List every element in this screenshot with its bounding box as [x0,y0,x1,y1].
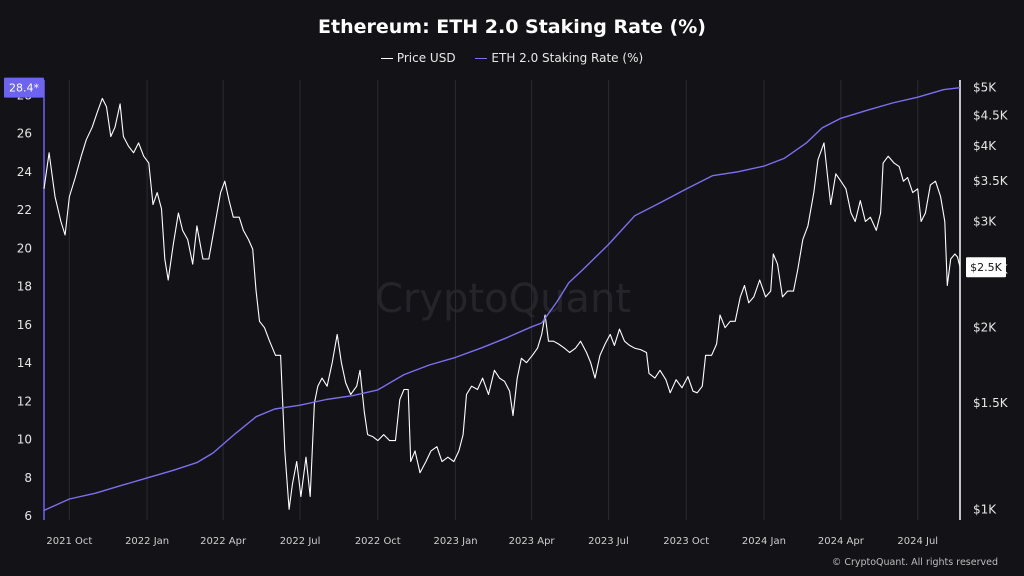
legend-line-price-icon [380,58,393,59]
legend-label-staking: ETH 2.0 Staking Rate (%) [491,51,644,65]
left-tick-label: 10 [17,433,32,447]
left-tick-label: 22 [17,203,32,217]
left-tick-label: 14 [17,356,32,370]
left-tick-label: 8 [24,471,32,485]
right-tick-label: $4K [973,139,997,153]
legend-item-price[interactable]: Price USD [380,51,456,65]
right-tick-label: $2K [973,321,997,335]
right-value-badge-text: $2.5K [970,261,1002,274]
right-tick-label: $3.5K [973,174,1009,188]
legend-label-price: Price USD [396,51,456,65]
series-group [43,87,961,512]
legend-item-staking[interactable]: ETH 2.0 Staking Rate (%) [475,51,643,65]
left-tick-label: 12 [17,394,32,408]
staking-rate-line[interactable] [43,87,961,512]
x-tick-label: 2023 Jul [588,536,629,547]
right-value-badge [966,257,1006,278]
x-tick-label: 2022 Oct [355,536,401,547]
x-tick-label: 2022 Jul [280,536,321,547]
left-tick-label: 24 [17,165,32,179]
x-tick-label: 2024 Apr [818,536,865,547]
x-tick-label: 2022 Apr [200,536,247,547]
chart-title: Ethereum: ETH 2.0 Staking Rate (%) [318,16,706,38]
price-line[interactable] [43,97,961,510]
x-tick-label: 2023 Oct [663,536,709,547]
badges: 28.4* $2.5K [4,77,1006,278]
left-tick-label: 18 [17,280,32,294]
x-tick-label: 2023 Apr [509,536,556,547]
right-tick-label: $5K [973,81,997,95]
right-tick-label: $1.5K [973,396,1009,410]
left-tick-label: 20 [17,241,32,255]
x-tick-label: 2024 Jan [742,536,786,547]
x-tick-label: 2023 Jan [434,536,478,547]
right-tick-label: $3K [973,215,997,229]
legend: Price USD ETH 2.0 Staking Rate (%) [0,51,1024,65]
legend-line-staking-icon [475,58,488,59]
right-tick-label: $1K [973,502,997,516]
left-value-badge [4,77,44,98]
x-tick-label: 2021 Oct [46,536,92,547]
left-value-badge-text: 28.4* [9,82,39,95]
left-tick-label: 6 [24,509,32,523]
left-tick-label: 16 [17,318,32,332]
x-tick-label: 2022 Jan [125,536,169,547]
copyright: © CryptoQuant. All rights reserved [831,557,998,568]
x-tick-label: 2024 Jul [897,536,938,547]
left-tick-label: 26 [17,127,32,141]
watermark: CryptoQuant [375,276,631,322]
right-tick-label: $4.5K [973,108,1009,122]
grid [68,80,919,520]
